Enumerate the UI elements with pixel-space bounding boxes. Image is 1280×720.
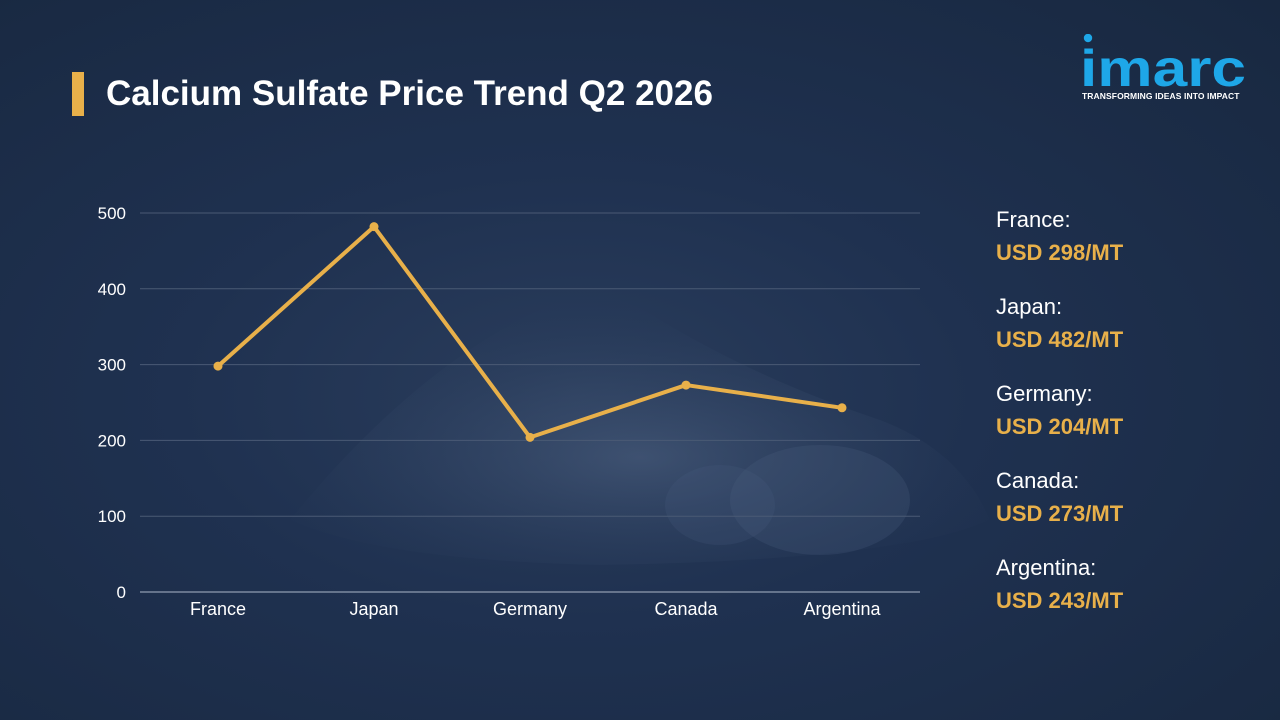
- x-tick-label: Japan: [349, 599, 398, 619]
- x-tick-label: Argentina: [803, 599, 881, 619]
- legend-price: USD 298/MT: [996, 240, 1124, 265]
- x-tick-label: Canada: [654, 599, 718, 619]
- legend-item-japan: Japan: USD 482/MT: [996, 291, 1256, 378]
- legend-price: USD 482/MT: [996, 327, 1124, 352]
- data-point: [213, 361, 223, 371]
- x-tick-label: Germany: [493, 599, 567, 619]
- legend-price: USD 273/MT: [996, 501, 1124, 526]
- legend-country: Canada:: [996, 468, 1080, 493]
- data-point: [369, 222, 379, 232]
- legend-price: USD 243/MT: [996, 588, 1124, 613]
- legend-item-canada: Canada: USD 273/MT: [996, 465, 1256, 552]
- series-line-layer: [216, 224, 844, 440]
- legend-country: Argentina:: [996, 555, 1097, 580]
- y-tick-label: 0: [117, 583, 126, 602]
- series-line: [216, 224, 844, 440]
- price-line-chart: 0 100 200 300 400 500 France Japan Germany Canad…: [98, 204, 920, 619]
- legend-country: Germany:: [996, 381, 1093, 406]
- title-accent-bar: [72, 72, 84, 116]
- series-points: [213, 222, 847, 442]
- logo-text: imarc: [1080, 40, 1246, 92]
- y-tick-label: 300: [98, 356, 126, 375]
- y-tick-label: 500: [98, 204, 126, 223]
- legend-price: USD 204/MT: [996, 414, 1124, 439]
- legend-country: France:: [996, 207, 1071, 232]
- legend-item-france: France: USD 298/MT: [996, 204, 1256, 291]
- data-point: [525, 432, 535, 442]
- y-tick-label: 400: [98, 280, 126, 299]
- y-axis-ticks: 0 100 200 300 400 500: [98, 204, 126, 602]
- y-tick-label: 100: [98, 507, 126, 526]
- legend-country: Japan:: [996, 294, 1063, 319]
- logo-wordmark: imarc: [1080, 34, 1246, 92]
- price-legend: France: USD 298/MT Japan: USD 482/MT Ger…: [996, 204, 1256, 639]
- data-point: [837, 403, 847, 413]
- y-tick-label: 200: [98, 431, 126, 450]
- x-tick-label: France: [190, 599, 246, 619]
- legend-item-argentina: Argentina: USD 243/MT: [996, 552, 1256, 639]
- data-point: [681, 380, 691, 390]
- page-title: Calcium Sulfate Price Trend Q2 2026: [106, 74, 713, 113]
- legend-item-germany: Germany: USD 204/MT: [996, 378, 1256, 465]
- logo-tagline: TRANSFORMING IDEAS INTO IMPACT: [1082, 91, 1240, 101]
- imarc-logo: imarc TRANSFORMING IDEAS INTO IMPACT: [1080, 34, 1248, 106]
- x-axis-ticks: France Japan Germany Canada Argentina: [190, 599, 882, 619]
